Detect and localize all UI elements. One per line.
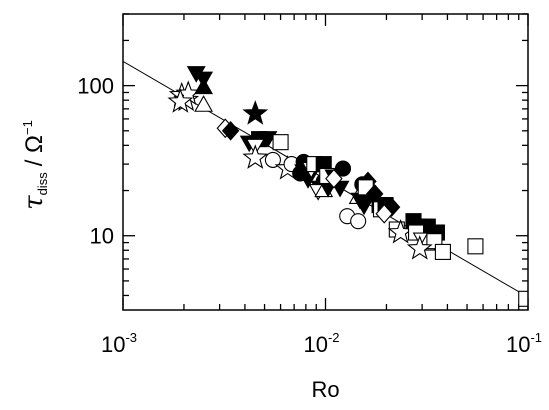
data-point-square-open xyxy=(434,243,451,260)
x-axis-label: Ro xyxy=(311,377,339,402)
data-point-diamond-open xyxy=(375,203,393,224)
data-point-diamond-filled xyxy=(221,120,240,141)
data-point-triangle-up-filled xyxy=(194,77,214,95)
x-tick-label: 10-1 xyxy=(506,330,542,357)
y-axis-label-unit: / Ω xyxy=(21,135,48,166)
data-point-star-filled xyxy=(242,100,269,125)
x-tick-labels: 10-3 10-2 10-1 xyxy=(101,330,542,357)
data-point-triangle-down-filled xyxy=(354,198,374,216)
y-axis-label-symbol: τ xyxy=(19,195,49,210)
y-tick-label: 10 xyxy=(90,224,114,249)
y-axis-label: τdiss / Ω−1 xyxy=(19,120,50,210)
x-tick-label: 10-2 xyxy=(303,330,339,357)
data-point-circle-filled xyxy=(334,160,352,177)
data-point-triangle-up-open xyxy=(194,95,214,112)
data-point-star-open xyxy=(242,144,269,169)
data-point-square-open xyxy=(467,238,484,255)
data-points xyxy=(167,66,528,307)
y-axis-label-subscript: diss xyxy=(35,172,50,196)
data-point-star-open xyxy=(167,88,194,113)
plot-frame xyxy=(122,13,529,311)
y-axis-label-exponent: −1 xyxy=(20,120,35,135)
data-point-diamond-open xyxy=(325,168,343,189)
x-tick-label: 10-3 xyxy=(101,330,137,357)
data-point-diamond-filled xyxy=(382,197,401,217)
data-point-square-open xyxy=(518,290,528,307)
data-point-star-open xyxy=(406,235,433,260)
data-point-circle-open xyxy=(264,151,281,168)
y-tick-labels: 10 100 xyxy=(77,74,114,249)
y-tick-label: 100 xyxy=(77,74,114,99)
data-point-square-open xyxy=(272,134,289,151)
data-point-circle-open xyxy=(350,213,367,230)
